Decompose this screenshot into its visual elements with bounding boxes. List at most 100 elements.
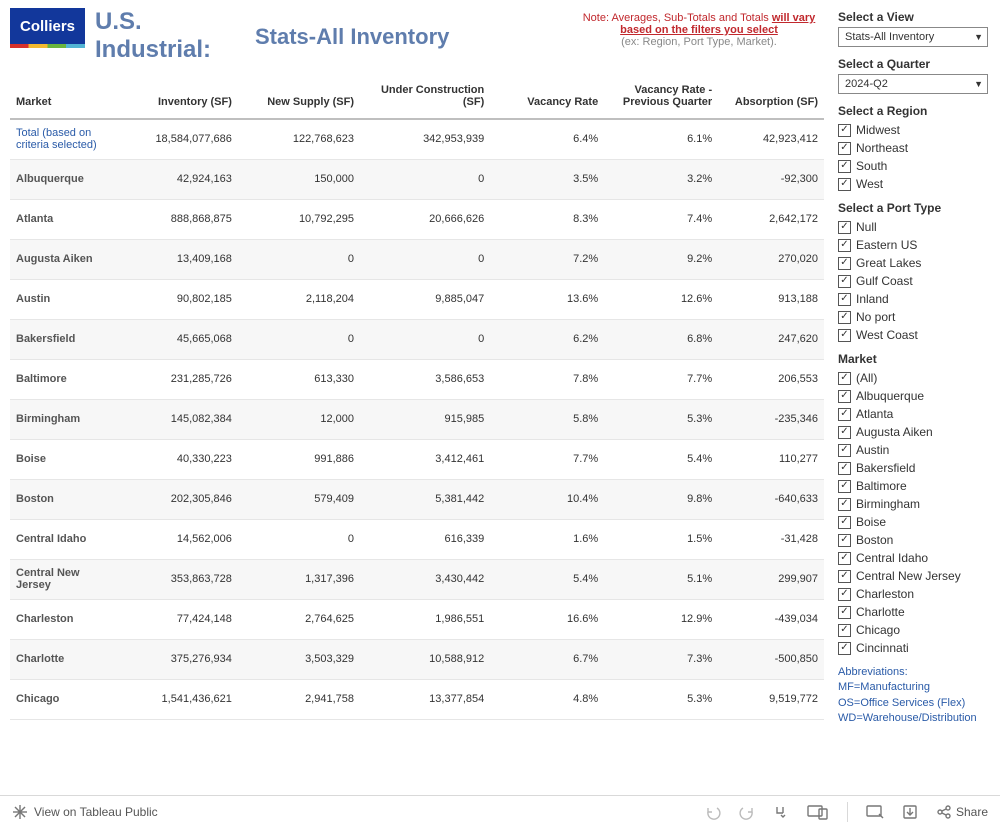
table-row[interactable]: Charleston77,424,1482,764,6251,986,55116… [10,599,824,639]
checkbox-icon: ✓ [838,390,851,403]
market-checkbox[interactable]: ✓Boston [838,531,990,549]
port-checkbox[interactable]: ✓Great Lakes [838,254,990,272]
colliers-logo: Colliers [10,8,85,44]
col-header[interactable]: New Supply (SF) [238,80,360,119]
dashboard-header: Colliers U.S. Industrial: Stats-All Inve… [10,8,824,72]
chevron-down-icon: ▼ [974,32,983,42]
market-checkbox[interactable]: ✓Central New Jersey [838,567,990,585]
main-content: Colliers U.S. Industrial: Stats-All Inve… [0,0,834,795]
port-checkbox[interactable]: ✓Eastern US [838,236,990,254]
table-row[interactable]: Central New Jersey353,863,7281,317,3963,… [10,559,824,599]
market-checkbox[interactable]: ✓Birmingham [838,495,990,513]
region-checkbox[interactable]: ✓South [838,157,990,175]
market-checkbox[interactable]: ✓Cincinnati [838,639,990,657]
market-checkbox[interactable]: ✓Charleston [838,585,990,603]
checkbox-icon: ✓ [838,293,851,306]
checkbox-icon: ✓ [838,642,851,655]
checkbox-icon: ✓ [838,257,851,270]
market-checkbox[interactable]: ✓(All) [838,369,990,387]
device-icon[interactable] [807,804,829,820]
filter-note: Note: Averages, Sub-Totals and Totals wi… [574,8,824,48]
checkbox-icon: ✓ [838,221,851,234]
region-checkbox[interactable]: ✓West [838,175,990,193]
col-header[interactable]: Inventory (SF) [116,80,238,119]
replay-icon[interactable] [773,804,789,820]
undo-icon[interactable] [705,804,721,820]
table-row[interactable]: Central Idaho14,562,0060616,3391.6%1.5%-… [10,519,824,559]
checkbox-icon: ✓ [838,624,851,637]
share-button[interactable]: Share [936,804,988,820]
region-checklist: ✓Midwest✓Northeast✓South✓West [838,121,990,193]
checkbox-icon: ✓ [838,178,851,191]
market-checkbox[interactable]: ✓Atlanta [838,405,990,423]
table-row[interactable]: Augusta Aiken13,409,168007.2%9.2%270,020 [10,239,824,279]
page-subtitle: Stats-All Inventory [255,8,574,50]
table-row[interactable]: Baltimore231,285,726613,3303,586,6537.8%… [10,359,824,399]
quarter-label: Select a Quarter [838,57,990,71]
port-checkbox[interactable]: ✓Gulf Coast [838,272,990,290]
table-row[interactable]: Boise40,330,223991,8863,412,4617.7%5.4%1… [10,439,824,479]
checkbox-icon: ✓ [838,570,851,583]
checkbox-icon: ✓ [838,444,851,457]
redo-icon[interactable] [739,804,755,820]
market-checkbox[interactable]: ✓Central Idaho [838,549,990,567]
tableau-icon [12,804,28,820]
port-checkbox[interactable]: ✓No port [838,308,990,326]
port-checklist: ✓Null✓Eastern US✓Great Lakes✓Gulf Coast✓… [838,218,990,344]
market-label: Market [838,352,990,366]
port-label: Select a Port Type [838,201,990,215]
market-checkbox[interactable]: ✓Charlotte [838,603,990,621]
download-icon[interactable] [902,804,918,820]
market-checkbox[interactable]: ✓Bakersfield [838,459,990,477]
stats-table-container: MarketInventory (SF)New Supply (SF)Under… [10,80,824,720]
tableau-link[interactable]: View on Tableau Public [34,805,158,819]
market-checkbox[interactable]: ✓Austin [838,441,990,459]
checkbox-icon: ✓ [838,124,851,137]
port-checkbox[interactable]: ✓West Coast [838,326,990,344]
market-checkbox[interactable]: ✓Boise [838,513,990,531]
checkbox-icon: ✓ [838,372,851,385]
checkbox-icon: ✓ [838,588,851,601]
stats-table: MarketInventory (SF)New Supply (SF)Under… [10,80,824,720]
col-header[interactable]: Vacancy Rate [490,80,604,119]
region-label: Select a Region [838,104,990,118]
col-header[interactable]: Market [10,80,116,119]
table-row[interactable]: Birmingham145,082,38412,000915,9855.8%5.… [10,399,824,439]
port-checkbox[interactable]: ✓Inland [838,290,990,308]
checkbox-icon: ✓ [838,606,851,619]
region-checkbox[interactable]: ✓Northeast [838,139,990,157]
table-row[interactable]: Charlotte375,276,9343,503,32910,588,9126… [10,639,824,679]
checkbox-icon: ✓ [838,142,851,155]
presentation-icon[interactable] [866,804,884,820]
checkbox-icon: ✓ [838,160,851,173]
quarter-select[interactable]: 2024-Q2▼ [838,74,988,94]
port-checkbox[interactable]: ✓Null [838,218,990,236]
table-row[interactable]: Atlanta888,868,87510,792,29520,666,6268.… [10,199,824,239]
table-row[interactable]: Austin90,802,1852,118,2049,885,04713.6%1… [10,279,824,319]
col-header[interactable]: Vacancy Rate - Previous Quarter [604,80,718,119]
table-row[interactable]: Boston202,305,846579,4095,381,44210.4%9.… [10,479,824,519]
market-checkbox[interactable]: ✓Augusta Aiken [838,423,990,441]
table-row[interactable]: Chicago1,541,436,6212,941,75813,377,8544… [10,679,824,719]
table-row[interactable]: Total (based on criteria selected)18,584… [10,119,824,159]
checkbox-icon: ✓ [838,239,851,252]
market-checkbox[interactable]: ✓Chicago [838,621,990,639]
filter-sidebar: Select a View Stats-All Inventory▼ Selec… [834,0,1000,795]
abbreviations: Abbreviations: MF=Manufacturing OS=Offic… [838,665,990,727]
checkbox-icon: ✓ [838,552,851,565]
view-select[interactable]: Stats-All Inventory▼ [838,27,988,47]
col-header[interactable]: Under Construction (SF) [360,80,490,119]
table-row[interactable]: Bakersfield45,665,068006.2%6.8%247,620 [10,319,824,359]
checkbox-icon: ✓ [838,480,851,493]
checkbox-icon: ✓ [838,534,851,547]
region-checkbox[interactable]: ✓Midwest [838,121,990,139]
market-checkbox[interactable]: ✓Albuquerque [838,387,990,405]
market-checklist: ✓(All)✓Albuquerque✓Atlanta✓Augusta Aiken… [838,369,990,657]
tableau-footer: View on Tableau Public Share [0,795,1000,827]
checkbox-icon: ✓ [838,462,851,475]
chevron-down-icon: ▼ [974,79,983,89]
market-checkbox[interactable]: ✓Baltimore [838,477,990,495]
checkbox-icon: ✓ [838,516,851,529]
col-header[interactable]: Absorption (SF) [718,80,824,119]
table-row[interactable]: Albuquerque42,924,163150,00003.5%3.2%-92… [10,159,824,199]
